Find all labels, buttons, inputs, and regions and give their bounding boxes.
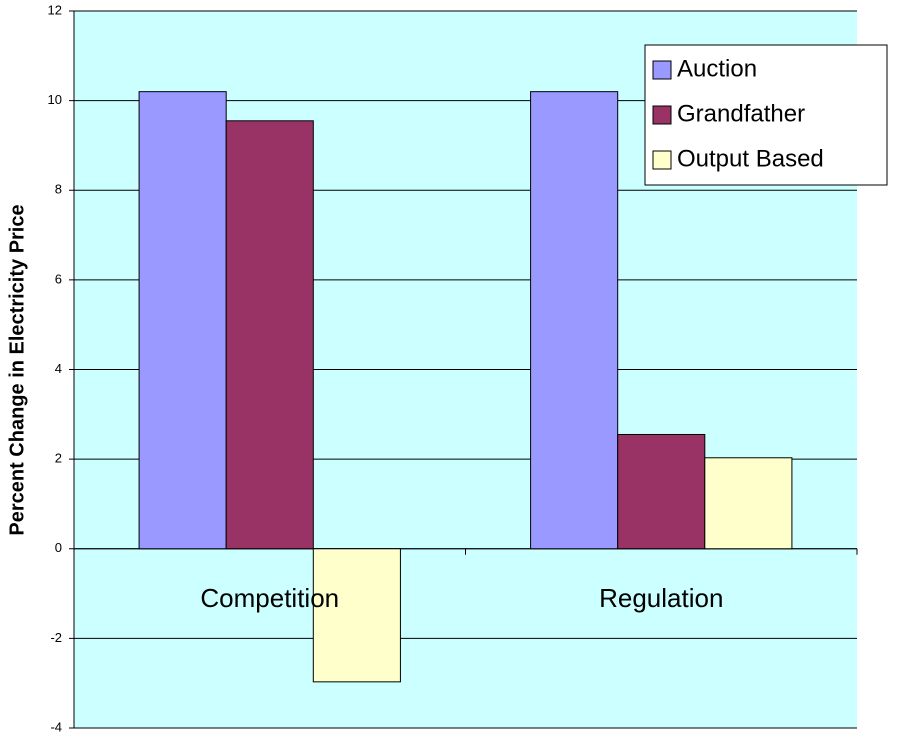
bar <box>312 548 401 683</box>
bar <box>225 120 314 550</box>
y-tick-label: 0 <box>55 540 62 555</box>
legend: Auction Grandfather Output Based <box>644 44 888 186</box>
legend-label: Auction <box>677 55 757 82</box>
y-tick-label: 10 <box>48 92 62 107</box>
legend-swatch <box>652 105 672 125</box>
bar <box>617 433 706 550</box>
legend-swatch <box>652 150 672 170</box>
y-tick-label: 8 <box>55 182 62 197</box>
bar <box>704 457 793 550</box>
legend-box <box>644 44 888 186</box>
legend-swatch <box>652 60 672 80</box>
y-tick-label: 6 <box>55 271 62 286</box>
y-tick-label: -4 <box>50 719 62 734</box>
x-tick-label: Competition <box>200 583 339 613</box>
y-tick-label: 2 <box>55 451 62 466</box>
legend-label: Output Based <box>677 145 824 172</box>
bar <box>530 91 619 550</box>
legend-label: Grandfather <box>677 100 805 127</box>
y-tick-label: 4 <box>55 361 62 376</box>
y-axis-title: Percent Change in Electricity Price <box>6 204 28 535</box>
bar <box>138 91 227 550</box>
y-tick-label: -2 <box>50 630 62 645</box>
x-tick-label: Regulation <box>599 583 723 613</box>
y-tick-label: 12 <box>48 2 62 17</box>
